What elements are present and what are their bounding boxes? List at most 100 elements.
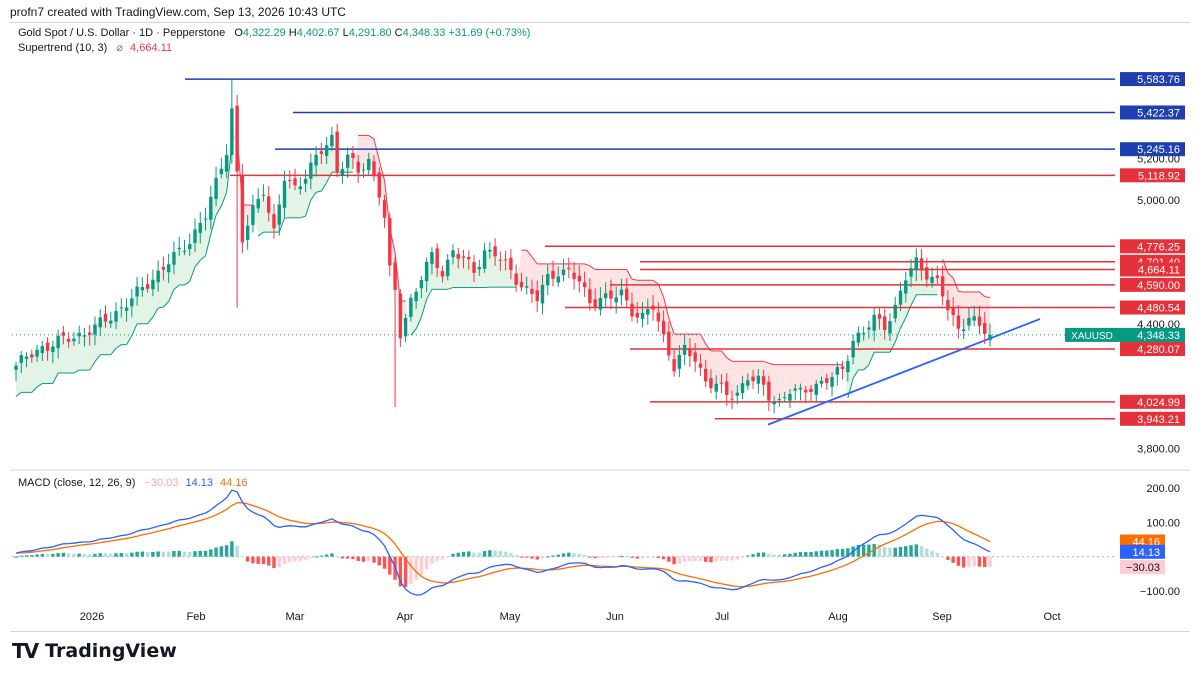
supertrend-down-line [589, 265, 596, 270]
supertrend-fill [716, 350, 722, 388]
level-price-tag [1120, 142, 1185, 157]
supertrend-up-line [320, 182, 328, 192]
candle-body [166, 264, 171, 273]
level-price-label: 4,664.11 [1138, 265, 1180, 277]
candle-body [388, 217, 392, 266]
eye-off-icon[interactable]: ⌀ [116, 42, 123, 54]
supertrend-fill [126, 302, 132, 345]
supertrend-up-line [326, 171, 333, 183]
supertrend-fill [774, 364, 780, 404]
macd-histogram-bar [814, 551, 818, 557]
candle-body [398, 293, 403, 339]
supertrend-up-line [889, 341, 896, 353]
macd-histogram-bar [709, 556, 713, 563]
macd-histogram-bar [830, 550, 834, 557]
supertrend-fill [79, 334, 85, 371]
macd-histogram-bar [530, 556, 534, 559]
low-label: L [342, 27, 349, 39]
macd-histogram-bar [245, 556, 250, 562]
candle-body [946, 300, 950, 311]
macd-histogram-bar [509, 552, 513, 557]
supertrend-fill [42, 346, 48, 384]
macd-histogram-bar [324, 554, 329, 557]
supertrend-fill [916, 263, 922, 295]
macd-histogram-bar [935, 552, 940, 557]
level-price-tag [1120, 411, 1185, 426]
macd-histogram-bar [367, 556, 371, 562]
macd-histogram-bar [19, 555, 23, 557]
candle-body [672, 359, 676, 372]
macd-histogram-bar [514, 555, 518, 557]
macd-histogram-bar [788, 553, 792, 557]
macd-histogram-bar [756, 552, 761, 557]
supertrend-up-line [220, 192, 228, 207]
candle-body [182, 250, 187, 252]
supertrend-fill [463, 256, 469, 288]
macd-histogram-bar [740, 556, 745, 558]
supertrend-fill [531, 256, 538, 296]
supertrend-up-line [147, 316, 154, 325]
level-price-label: 5,118.92 [1138, 170, 1180, 182]
candle-body [961, 329, 966, 332]
macd-histogram-bar [140, 551, 145, 557]
symbol-legend[interactable]: Gold Spot / U.S. Dollar · 1D · Peppersto… [18, 27, 530, 39]
macd-histogram-bar [930, 550, 934, 557]
supertrend-fill [784, 364, 790, 398]
level-price-tag [1120, 394, 1185, 409]
supertrend-up-line [447, 287, 454, 290]
candle-body [935, 275, 940, 278]
candle-body [735, 392, 739, 396]
macd-histogram-bar [893, 547, 897, 557]
low-value: 4,291.80 [348, 27, 392, 39]
macd-histogram-bar [772, 554, 776, 557]
candle-body [677, 355, 682, 369]
macd-histogram-bar [767, 553, 771, 557]
macd-histogram-bar [114, 553, 118, 557]
symbol-title[interactable]: Gold Spot / U.S. Dollar · 1D · Peppersto… [18, 27, 226, 39]
macd-histogram-bar [240, 556, 245, 558]
macd-histogram-bar [977, 556, 982, 567]
close-label: C [394, 27, 403, 39]
candle-body [551, 270, 555, 279]
candle-body [940, 276, 945, 297]
supertrend-fill [379, 160, 385, 209]
supertrend-down-line [721, 350, 728, 358]
supertrend-fill [73, 334, 80, 373]
supertrend-fill [858, 333, 864, 370]
macd-histogram-bar [119, 553, 124, 557]
macd-histogram-bar [588, 556, 592, 558]
candle-body [193, 229, 197, 243]
macd-histogram-bar [840, 548, 845, 557]
supertrend-up-line [36, 383, 43, 388]
macd-histogram-bar [593, 556, 597, 559]
supertrend-fill [805, 364, 811, 392]
macd-histogram-bar [261, 556, 266, 564]
supertrend-down-line [626, 269, 633, 280]
x-tick-label: May [500, 611, 521, 623]
macd-histogram-bar [66, 553, 71, 557]
candle-body [230, 108, 234, 155]
candle-body [714, 383, 718, 392]
macd-histogram-bar [177, 550, 181, 557]
supertrend-up-line [163, 301, 170, 308]
supertrend-fill [52, 341, 59, 384]
candle-body [161, 266, 166, 270]
candle-body [693, 352, 697, 362]
candle-body [951, 307, 955, 316]
macd-legend[interactable]: MACD (close, 12, 26, 9) −30.03 14.13 44.… [18, 477, 248, 489]
supertrend-legend[interactable]: Supertrend (10, 3) ⌀ 4,664.11 [18, 41, 172, 54]
candle-body [893, 304, 897, 319]
supertrend-down-line [984, 296, 991, 299]
macd-histogram-bar [24, 555, 29, 557]
candle-body [914, 257, 919, 271]
current-price-tag [1120, 327, 1185, 342]
macd-histogram-bar [988, 556, 992, 567]
macd-histogram-bar [925, 548, 929, 557]
macd-histogram-bar [498, 551, 503, 557]
candle-body [746, 380, 750, 386]
candle-body [51, 346, 55, 353]
macd-histogram-bar [556, 554, 560, 557]
supertrend-fill [489, 250, 496, 288]
macd-histogram-bar [972, 556, 976, 567]
